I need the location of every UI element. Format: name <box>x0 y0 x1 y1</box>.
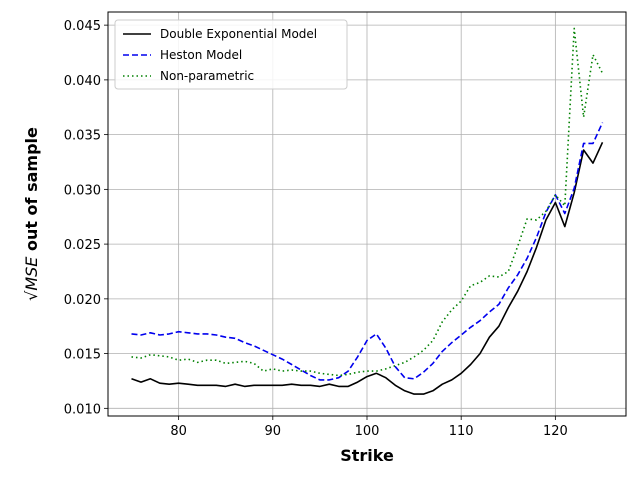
series-lines <box>131 27 604 395</box>
legend: Double Exponential Model Heston Model Non-… <box>114 19 348 90</box>
y-tick-label: 0.030 <box>64 183 101 198</box>
legend-entry: Double Exponential Model <box>160 27 317 41</box>
x-tick-label: 90 <box>265 424 282 439</box>
legend-entry: Heston Model <box>160 48 242 62</box>
y-tick-label: 0.020 <box>64 293 101 308</box>
y-tick-label: 0.025 <box>64 238 101 253</box>
y-tick-label: 0.015 <box>64 348 101 363</box>
x-tick-label: 100 <box>355 424 380 439</box>
x-tick-label: 120 <box>543 424 568 439</box>
y-tick-label: 0.040 <box>64 74 101 89</box>
axis-ticks: 80 90 100 110 120 0.010 0.015 0.020 0.025 0.030 0.… <box>64 19 568 439</box>
series-line-1 <box>131 141 604 395</box>
y-axis-title-math: √MSE <box>22 256 41 301</box>
series-line-3 <box>131 27 604 377</box>
y-tick-label: 0.045 <box>64 19 101 34</box>
legend-frame <box>114 19 348 90</box>
x-tick-label: 80 <box>170 424 187 439</box>
x-axis-title: Strike <box>340 446 394 465</box>
legend-entry: Non-parametric <box>160 69 254 83</box>
y-tick-label: 0.010 <box>64 402 101 417</box>
series-line-2 <box>131 122 604 381</box>
y-axis-title: √MSE out of sample <box>22 127 41 301</box>
y-tick-label: 0.035 <box>64 129 101 144</box>
x-tick-label: 110 <box>449 424 474 439</box>
y-axis-title-text: out of sample <box>22 127 41 257</box>
